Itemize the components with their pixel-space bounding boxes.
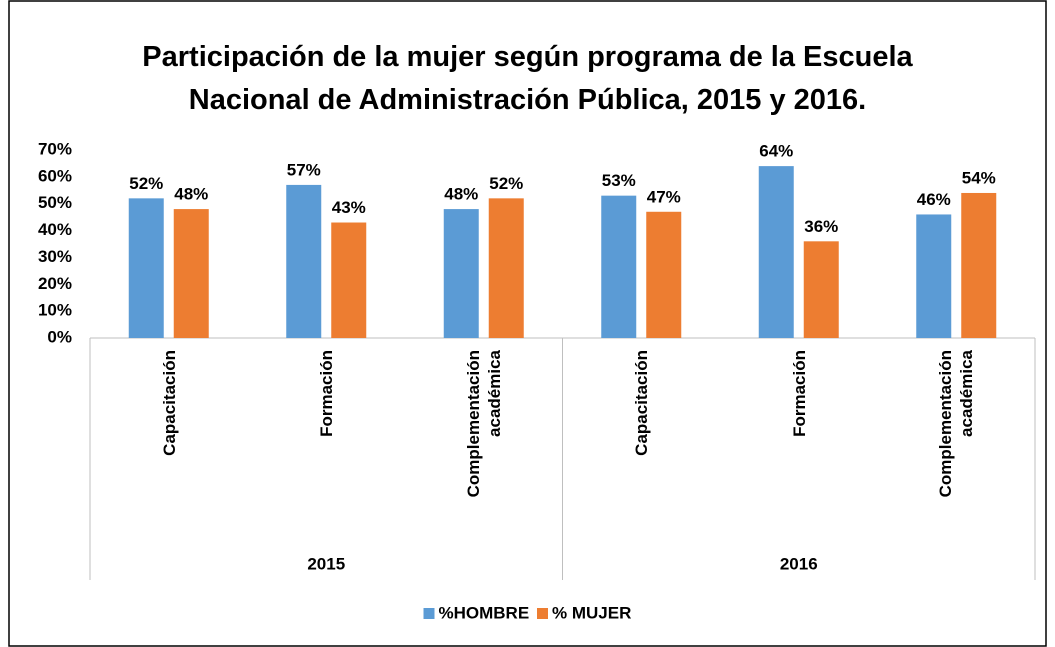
group-label: 2016 [780, 554, 818, 573]
data-label: 57% [287, 160, 321, 179]
data-label: 52% [489, 174, 523, 193]
data-label: 46% [917, 190, 951, 209]
data-label: 52% [129, 174, 163, 193]
group-label: 2015 [307, 554, 345, 573]
y-tick-label: 0% [47, 327, 72, 346]
bar [443, 209, 479, 338]
bar [286, 184, 322, 338]
y-tick-label: 30% [38, 247, 72, 266]
y-tick-label: 40% [38, 220, 72, 239]
y-tick-label: 20% [38, 274, 72, 293]
bar [331, 222, 367, 338]
legend-label: %HOMBRE [439, 603, 530, 622]
chart-title: Participación de la mujer según programa… [142, 41, 913, 116]
bar [758, 166, 794, 338]
bar [916, 214, 952, 338]
x-tick-label: Capacitación [159, 350, 179, 456]
bar [601, 195, 637, 338]
legend-label: % MUJER [552, 603, 631, 622]
data-label: 64% [759, 142, 793, 161]
x-tick-label: Formación [789, 350, 809, 437]
bar [646, 211, 682, 338]
legend-swatch [423, 608, 435, 619]
x-tick-label: Capacitación [631, 350, 651, 456]
x-tick-label: Formación [316, 350, 336, 437]
legend-swatch [537, 608, 548, 619]
x-tick-label: Complementación académica [463, 350, 504, 498]
bar [961, 192, 997, 338]
data-label: 54% [962, 168, 996, 187]
frame [8, 0, 1047, 647]
data-label: 53% [602, 171, 636, 190]
data-label: 36% [804, 217, 838, 236]
y-tick-label: 70% [38, 139, 72, 158]
bar [128, 198, 164, 338]
data-label: 47% [647, 187, 681, 206]
bar [488, 198, 524, 338]
x-tick-label: Complementación académica [936, 350, 977, 498]
data-label: 48% [444, 185, 478, 204]
y-tick-label: 50% [38, 193, 72, 212]
data-label: 48% [174, 185, 208, 204]
y-tick-label: 60% [38, 166, 72, 185]
bar [173, 209, 209, 338]
data-label: 43% [332, 198, 366, 217]
bar [803, 241, 839, 338]
y-tick-label: 10% [38, 301, 72, 320]
